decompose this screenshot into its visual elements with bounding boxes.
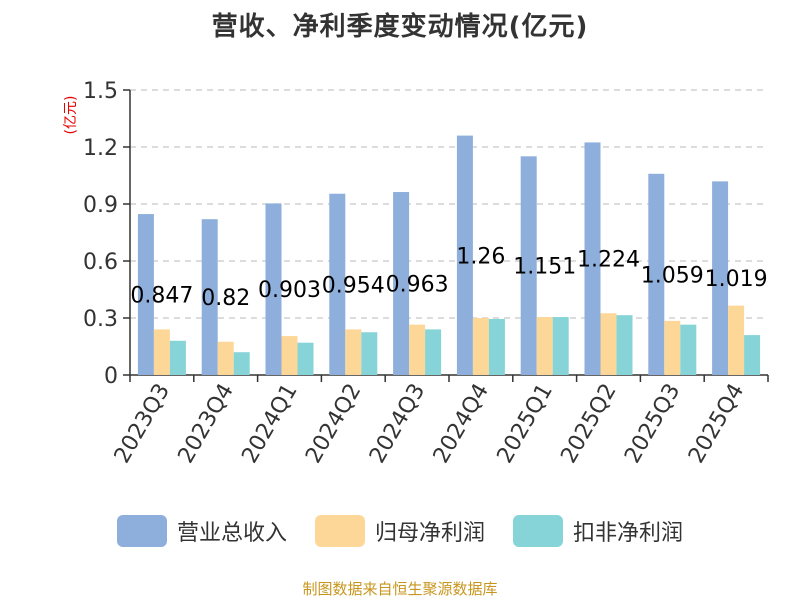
y-tick-label: 1.5 xyxy=(83,79,118,104)
bar-net-profit[interactable] xyxy=(600,313,617,375)
bar-revenue[interactable] xyxy=(712,181,729,375)
bar-net-profit[interactable] xyxy=(728,305,745,375)
bar-deducted-profit[interactable] xyxy=(680,324,697,375)
bar-revenue[interactable] xyxy=(520,156,537,375)
data-label: 1.151 xyxy=(513,255,576,280)
bar-revenue[interactable] xyxy=(393,192,410,375)
data-label: 0.847 xyxy=(130,284,193,309)
legend-swatch-deducted-profit xyxy=(513,515,563,547)
x-tick-label: 2024Q3 xyxy=(365,380,430,468)
bar-net-profit[interactable] xyxy=(345,329,362,375)
bar-deducted-profit[interactable] xyxy=(297,342,314,375)
bar-deducted-profit[interactable] xyxy=(616,315,633,375)
bar-deducted-profit[interactable] xyxy=(233,352,250,375)
legend-label-deducted-profit: 扣非净利润 xyxy=(573,521,684,546)
x-tick-label: 2025Q4 xyxy=(684,380,749,468)
data-label: 0.963 xyxy=(386,273,449,298)
data-label: 0.954 xyxy=(322,273,385,298)
y-tick-label: 0.3 xyxy=(83,307,118,332)
bar-revenue[interactable] xyxy=(329,193,346,375)
bar-deducted-profit[interactable] xyxy=(488,318,505,375)
bar-deducted-profit[interactable] xyxy=(552,317,569,375)
bar-revenue[interactable] xyxy=(456,135,473,375)
x-tick-label: 2025Q3 xyxy=(620,380,685,468)
bar-revenue[interactable] xyxy=(201,219,218,375)
bar-net-profit[interactable] xyxy=(472,318,489,375)
bar-net-profit[interactable] xyxy=(217,341,234,375)
x-tick-label: 2025Q2 xyxy=(556,380,621,468)
legend-item-deducted-profit[interactable]: 扣非净利润 xyxy=(513,515,683,547)
x-tick-label: 2024Q1 xyxy=(237,380,302,468)
legend: 营业总收入 归母净利润 扣非净利润 xyxy=(0,515,800,547)
bar-revenue[interactable] xyxy=(648,173,665,375)
bar-revenue[interactable] xyxy=(265,203,282,375)
data-label: 1.26 xyxy=(456,244,505,269)
bar-net-profit[interactable] xyxy=(409,324,426,375)
y-tick-label: 0 xyxy=(104,364,118,389)
y-axis-label: (亿元) xyxy=(63,96,79,135)
chart-title: 营收、净利季度变动情况(亿元) xyxy=(211,12,589,42)
legend-item-revenue[interactable]: 营业总收入 xyxy=(116,515,287,547)
data-label: 0.903 xyxy=(258,278,321,303)
bar-net-profit[interactable] xyxy=(153,329,170,375)
data-label: 1.019 xyxy=(705,267,768,292)
x-tick-label: 2024Q2 xyxy=(301,380,366,468)
x-tick-label: 2024Q4 xyxy=(429,380,494,468)
data-label: 0.82 xyxy=(201,286,250,311)
bar-net-profit[interactable] xyxy=(664,320,681,375)
data-label: 1.059 xyxy=(641,263,704,288)
bar-deducted-profit[interactable] xyxy=(169,340,186,375)
bar-revenue[interactable] xyxy=(584,142,601,375)
x-tick-label: 2025Q1 xyxy=(493,380,558,468)
bar-net-profit[interactable] xyxy=(281,336,298,375)
data-label: 1.224 xyxy=(577,248,640,273)
legend-label-net-profit: 归母净利润 xyxy=(374,521,485,546)
x-tick-label: 2023Q3 xyxy=(110,380,175,468)
bar-deducted-profit[interactable] xyxy=(744,335,761,375)
bar-revenue[interactable] xyxy=(137,214,154,375)
bar-deducted-profit[interactable] xyxy=(425,329,442,375)
bar-net-profit[interactable] xyxy=(536,317,553,375)
y-tick-label: 0.9 xyxy=(83,193,118,218)
x-tick-label: 2023Q4 xyxy=(174,380,239,468)
y-tick-label: 1.2 xyxy=(83,136,118,161)
y-tick-label: 0.6 xyxy=(83,250,118,275)
legend-swatch-net-profit xyxy=(314,515,365,547)
bar-deducted-profit[interactable] xyxy=(361,332,378,375)
legend-label-revenue: 营业总收入 xyxy=(176,521,287,546)
legend-swatch-revenue xyxy=(116,515,167,547)
source-note: 制图数据来自恒生聚源数据库 xyxy=(302,580,498,598)
legend-item-net-profit[interactable]: 归母净利润 xyxy=(314,515,485,547)
